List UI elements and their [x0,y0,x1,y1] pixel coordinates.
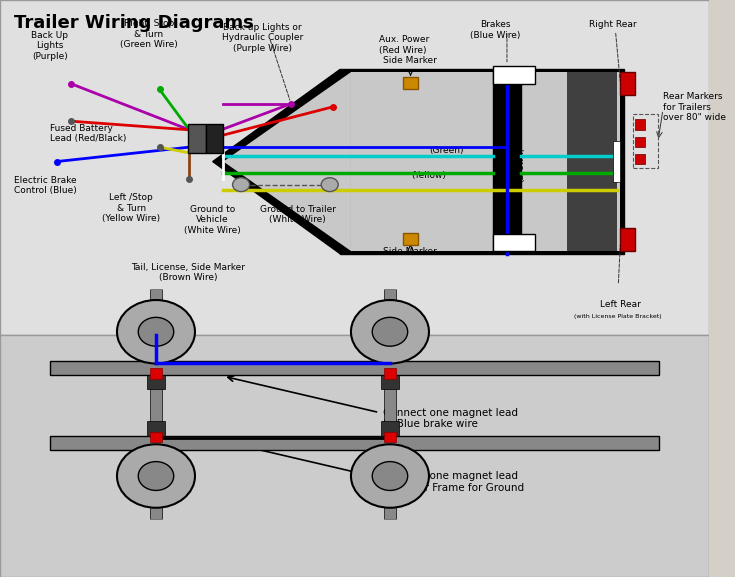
Bar [634,154,645,164]
Bar [384,369,396,379]
Polygon shape [212,69,340,254]
Text: (with License Plate Bracket): (with License Plate Bracket) [575,314,662,320]
Bar [381,375,399,389]
Bar [147,421,165,436]
Bar [403,77,418,89]
Circle shape [351,300,429,364]
Bar [150,432,162,442]
Text: Right Rear: Right Rear [589,20,637,29]
Bar [0,335,709,577]
Text: Rear Markers
for Trailers
over 80" wide: Rear Markers for Trailers over 80" wide [663,92,726,122]
Text: Left Rear: Left Rear [600,300,641,309]
Text: Fused Battery
Lead (Red/Black): Fused Battery Lead (Red/Black) [50,124,126,144]
Circle shape [372,462,408,490]
Bar [492,66,535,84]
Circle shape [321,178,338,192]
Bar [620,72,634,95]
Bar [188,124,206,153]
Circle shape [232,178,250,192]
Bar [403,233,418,245]
Bar [0,0,709,335]
Text: Side Marker: Side Marker [383,55,437,65]
Circle shape [138,317,173,346]
Circle shape [138,462,173,490]
Circle shape [372,317,408,346]
Text: Side Marker: Side Marker [383,247,437,256]
Text: (Green): (Green) [429,145,464,155]
Circle shape [117,300,195,364]
Text: (Brown): (Brown) [517,147,526,182]
Text: Left /Stop
& Turn
(Yellow Wire): Left /Stop & Turn (Yellow Wire) [102,193,160,223]
Text: Connect one magnet lead
to Blue brake wire: Connect one magnet lead to Blue brake wi… [383,407,518,429]
Bar [567,72,617,251]
Circle shape [117,444,195,508]
Text: Brakes
(Blue Wire): Brakes (Blue Wire) [470,20,520,40]
Text: Back up Lights or
Hydraulic Coupler
(Purple Wire): Back up Lights or Hydraulic Coupler (Pur… [222,23,303,53]
Circle shape [351,444,429,508]
Bar [634,137,645,147]
Polygon shape [351,72,620,251]
Bar [150,369,162,379]
Text: Connect one magnet lead
to Trailer Frame for Ground: Connect one magnet lead to Trailer Frame… [383,471,524,493]
Polygon shape [223,72,351,251]
Bar [613,141,620,182]
Text: (Yellow): (Yellow) [412,171,446,181]
Bar [633,114,658,168]
Text: Ground to Trailer
(White Wire): Ground to Trailer (White Wire) [259,205,336,224]
Bar [50,436,659,450]
Bar [147,375,165,389]
Text: Right, Stop
& Turn
(Green Wire): Right, Stop & Turn (Green Wire) [120,19,178,49]
Text: Back Up
Lights
(Purple): Back Up Lights (Purple) [31,31,68,61]
Text: Trailer Wiring Diagrams: Trailer Wiring Diagrams [14,14,254,32]
Bar [620,228,634,251]
Text: Ground to
Vehicle
(White Wire): Ground to Vehicle (White Wire) [184,205,241,235]
Bar [50,361,659,375]
Text: Electric Brake
Control (Blue): Electric Brake Control (Blue) [14,176,77,196]
Bar [381,421,399,436]
Bar [634,119,645,130]
Bar [206,124,223,153]
Bar [492,72,521,251]
Text: Aux. Power
(Red Wire): Aux. Power (Red Wire) [379,35,429,55]
Bar [492,234,535,251]
Polygon shape [340,69,624,254]
Text: Tail, License, Side Marker
(Brown Wire): Tail, License, Side Marker (Brown Wire) [131,263,245,282]
Bar [384,432,396,442]
